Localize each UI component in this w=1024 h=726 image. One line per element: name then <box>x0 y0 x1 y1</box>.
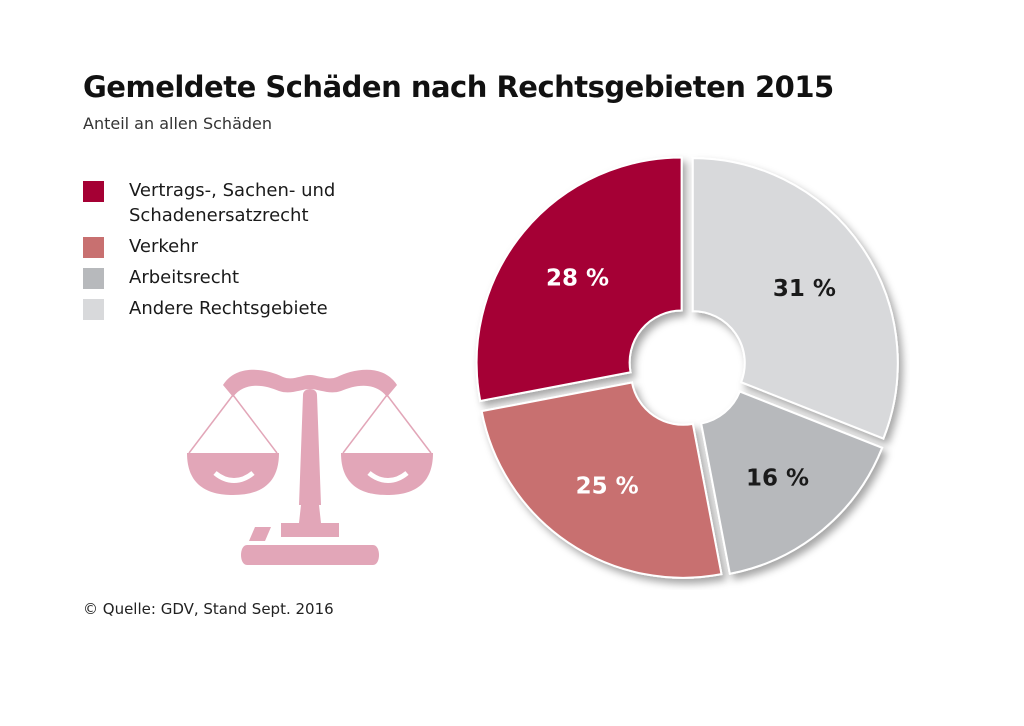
source-note: © Quelle: GDV, Stand Sept. 2016 <box>83 600 334 618</box>
slice-value-label: 16 % <box>746 465 809 491</box>
chart-subtitle: Anteil an allen Schäden <box>83 114 273 133</box>
legend-item-arbeitsrecht: Arbeitsrecht <box>83 265 429 290</box>
legend-swatch <box>83 181 104 202</box>
legend-swatch <box>83 268 104 289</box>
scales-of-justice-icon <box>187 369 433 565</box>
legend-item-verkehr: Verkehr <box>83 234 429 259</box>
legend-item-vertragsrecht: Vertrags-, Sachen- und Schadenersatzrech… <box>83 178 429 228</box>
slice-value-label: 28 % <box>546 265 609 291</box>
legend-label: Andere Rechtsgebiete <box>129 298 328 319</box>
legend-item-andere: Andere Rechtsgebiete <box>83 296 429 321</box>
slice-value-label: 25 % <box>576 473 639 499</box>
legend-swatch <box>83 237 104 258</box>
chart-title: Gemeldete Schäden nach Rechtsgebieten 20… <box>83 70 834 104</box>
legend-label: Vertrags-, Sachen- und Schadenersatzrech… <box>129 180 336 226</box>
legend-label: Arbeitsrecht <box>129 267 240 288</box>
legend-swatch <box>83 299 104 320</box>
legend: Vertrags-, Sachen- und Schadenersatzrech… <box>83 178 429 327</box>
pie-slice-1 <box>480 381 723 579</box>
donut-chart: 28 % 25 % 16 % 31 % <box>475 156 899 579</box>
pie-slice-2 <box>700 390 884 575</box>
pie-slice-3 <box>691 157 899 440</box>
slice-value-label: 31 % <box>773 276 836 302</box>
pie-slice-0 <box>475 156 683 403</box>
legend-label: Verkehr <box>129 236 199 257</box>
